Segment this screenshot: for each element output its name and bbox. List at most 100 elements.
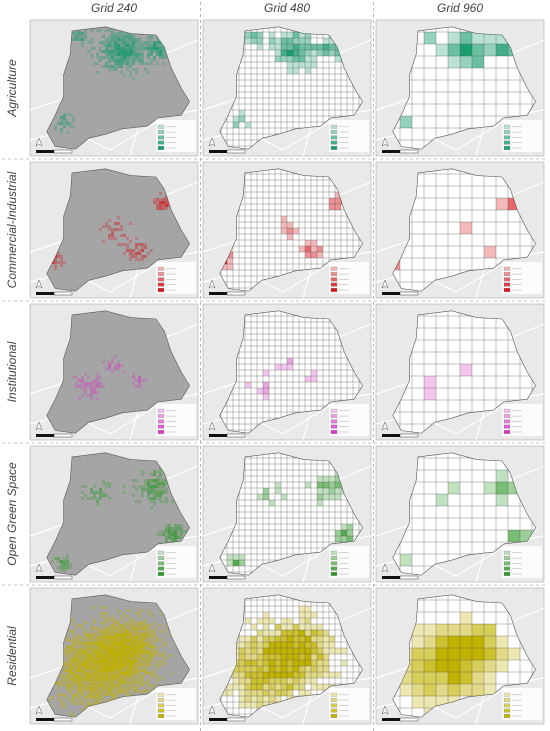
land-use-cell <box>69 687 72 690</box>
land-use-cell <box>84 373 87 376</box>
land-use-cell <box>66 684 69 687</box>
land-use-cell <box>162 198 165 201</box>
land-use-cell <box>153 473 156 476</box>
land-use-cell <box>90 38 93 41</box>
north-arrow <box>381 563 389 573</box>
land-use-cell <box>257 38 263 44</box>
land-use-cell <box>239 654 245 660</box>
land-use-cell <box>138 678 141 681</box>
land-use-cell <box>129 630 132 633</box>
land-use-cell <box>84 630 87 633</box>
legend-swatch <box>157 277 165 282</box>
land-use-cell <box>69 654 72 657</box>
land-use-cell <box>129 678 132 681</box>
land-use-cell <box>69 648 72 651</box>
land-use-cell <box>87 648 90 651</box>
land-use-cell <box>323 684 329 690</box>
land-use-cell <box>141 59 144 62</box>
land-use-cell <box>114 690 117 693</box>
land-use-cell <box>135 675 138 678</box>
land-use-cell <box>174 539 177 542</box>
land-use-cell <box>129 639 132 642</box>
land-use-cell <box>287 636 293 642</box>
land-use-cell <box>281 624 287 630</box>
land-use-cell <box>153 500 156 503</box>
land-use-cell <box>245 648 251 654</box>
land-use-cell <box>305 50 311 56</box>
land-use-cell <box>63 648 66 651</box>
land-use-cell <box>111 32 114 35</box>
land-use-cell <box>60 681 63 684</box>
land-use-cell <box>424 648 436 660</box>
land-use-cell <box>484 660 496 672</box>
land-use-cell <box>484 636 496 648</box>
land-use-cell <box>111 633 114 636</box>
land-use-cell <box>129 624 132 627</box>
land-use-cell <box>111 687 114 690</box>
land-use-cell <box>281 50 287 56</box>
land-use-cell <box>156 479 159 482</box>
land-use-cell <box>335 204 341 210</box>
land-use-cell <box>72 651 75 654</box>
land-use-cell <box>141 255 144 258</box>
land-use-cell <box>123 59 126 62</box>
land-use-cell <box>102 240 105 243</box>
land-use-cell <box>129 660 132 663</box>
land-use-cell <box>153 651 156 654</box>
land-use-cell <box>114 44 117 47</box>
land-use-cell <box>129 258 132 261</box>
land-use-cell <box>78 699 81 702</box>
land-use-cell <box>159 207 162 210</box>
land-use-cell <box>78 693 81 696</box>
legend-swatch <box>330 703 338 708</box>
land-use-cell <box>54 258 57 261</box>
legend-swatch <box>503 566 511 571</box>
land-use-cell <box>87 681 90 684</box>
land-use-cell <box>305 690 311 696</box>
land-use-cell <box>105 648 108 651</box>
land-use-cell <box>117 633 120 636</box>
land-use-cell <box>63 678 66 681</box>
land-use-cell <box>144 642 147 645</box>
land-use-cell <box>135 666 138 669</box>
land-use-cell <box>90 491 93 494</box>
land-use-cell <box>111 624 114 627</box>
land-use-cell <box>120 71 123 74</box>
land-use-cell <box>159 198 162 201</box>
land-use-cell <box>251 684 257 690</box>
land-use-cell <box>114 65 117 68</box>
land-use-cell <box>129 255 132 258</box>
land-use-cell <box>153 201 156 204</box>
land-use-cell <box>84 485 87 488</box>
land-use-cell <box>51 696 54 699</box>
land-use-cell <box>287 50 293 56</box>
land-use-cell <box>129 47 132 50</box>
land-use-cell <box>132 376 135 379</box>
land-use-cell <box>147 38 150 41</box>
land-use-cell <box>66 660 69 663</box>
land-use-cell <box>135 678 138 681</box>
land-use-cell <box>150 50 153 53</box>
land-use-cell <box>147 494 150 497</box>
land-use-cell <box>78 660 81 663</box>
legend-swatch <box>503 714 511 718</box>
land-use-cell <box>275 50 281 56</box>
land-use-cell <box>496 660 508 672</box>
land-use-cell <box>484 672 496 684</box>
land-use-cell <box>111 690 114 693</box>
land-use-cell <box>424 32 436 44</box>
land-use-cell <box>81 675 84 678</box>
legend-swatch <box>503 698 511 702</box>
land-use-cell <box>120 645 123 648</box>
land-use-cell <box>126 65 129 68</box>
land-use-cell <box>126 675 129 678</box>
land-use-cell <box>75 385 78 388</box>
land-use-cell <box>111 234 114 237</box>
land-use-cell <box>123 32 126 35</box>
land-use-cell <box>165 479 168 482</box>
land-use-cell <box>93 663 96 666</box>
land-use-cell <box>90 488 93 491</box>
land-use-cell <box>111 228 114 231</box>
land-use-cell <box>287 630 293 636</box>
land-use-cell <box>114 633 117 636</box>
